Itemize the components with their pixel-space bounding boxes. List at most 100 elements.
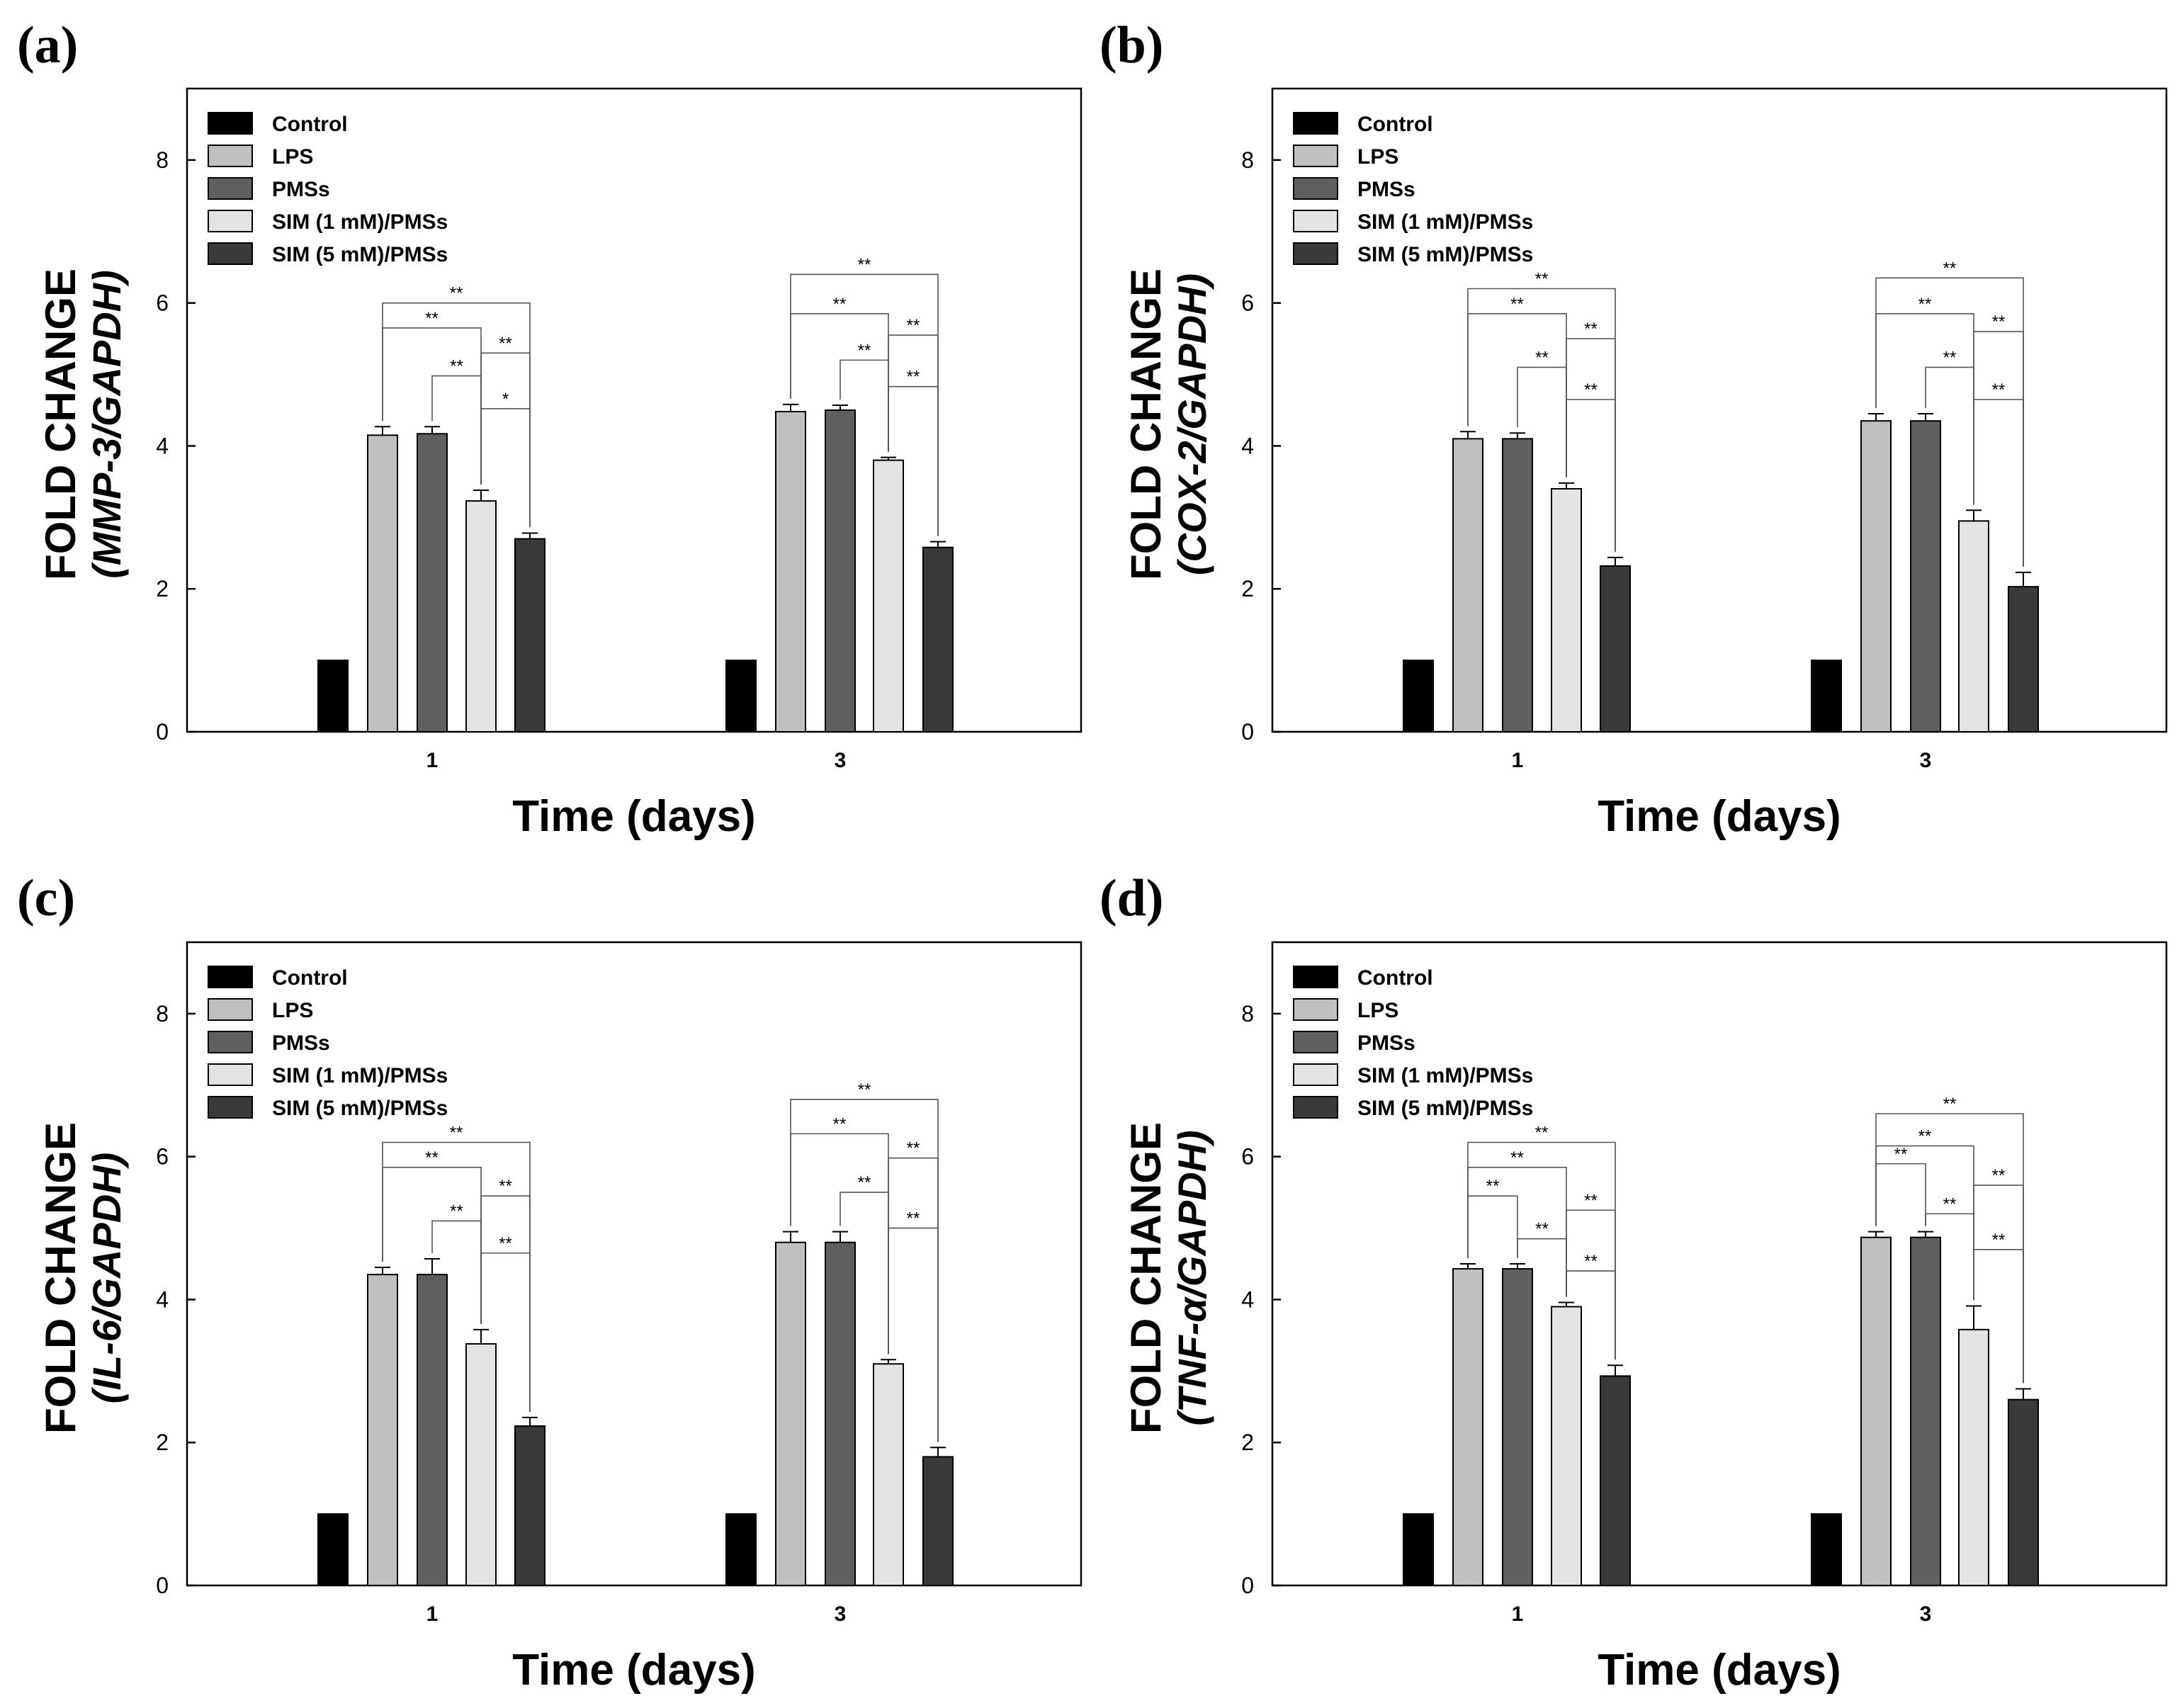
significance-bracket xyxy=(1566,399,1616,552)
legend-label: SIM (5 mM)/PMSs xyxy=(1357,243,1533,266)
y-axis-gene-label: (IL-6/GAPDH) xyxy=(84,1153,129,1404)
significance-label: ** xyxy=(1992,312,2006,332)
significance-label: ** xyxy=(1943,348,1957,367)
significance-bracket xyxy=(1467,1195,1518,1258)
y-axis-label: FOLD CHANGE xyxy=(1122,1122,1170,1434)
significance-label: ** xyxy=(1535,269,1549,288)
chart-4: 0 2 4 6 8 FOLD CHANGE (TNF-α/GAPDH) 1 3 Time (day… xyxy=(1122,941,2168,1695)
legend-swatch xyxy=(1293,1031,1338,1053)
bar xyxy=(2008,586,2039,733)
legend-label: SIM (1 mM)/PMSs xyxy=(1357,1064,1533,1087)
bar xyxy=(1860,420,1892,733)
y-tick-label: 2 xyxy=(156,576,169,601)
bar xyxy=(725,660,757,733)
y-tick-label: 2 xyxy=(1241,576,1254,601)
significance-label: ** xyxy=(425,1148,439,1167)
significance-label: ** xyxy=(1918,295,1932,314)
legend-label: Control xyxy=(1357,966,1433,990)
legend-label: SIM (1 mM)/PMSs xyxy=(272,1064,448,1087)
x-tick-label: 1 xyxy=(426,1602,439,1626)
bar xyxy=(1958,520,1989,733)
y-tick-label: 0 xyxy=(156,719,169,745)
bar xyxy=(873,1363,904,1586)
significance-label: ** xyxy=(1943,1194,1957,1214)
significance-label: ** xyxy=(450,357,463,376)
bar xyxy=(1551,1306,1582,1586)
legend-swatch xyxy=(208,1096,253,1119)
significance-label: ** xyxy=(907,316,920,335)
x-tick-label: 3 xyxy=(1920,1602,1932,1626)
significance-bracket xyxy=(1517,1238,1567,1297)
y-axis-label: FOLD CHANGE xyxy=(1122,268,1170,580)
bar xyxy=(825,1241,856,1586)
bar xyxy=(1600,1375,1631,1586)
bar xyxy=(514,538,546,733)
y-tick-label: 6 xyxy=(1241,1144,1254,1170)
legend-label: Control xyxy=(1357,113,1433,136)
plot-frame xyxy=(1271,941,2168,1587)
significance-label: ** xyxy=(858,255,871,274)
significance-label: ** xyxy=(907,1209,920,1228)
significance-label: ** xyxy=(1992,380,2006,400)
plot-frame xyxy=(186,941,1082,1587)
significance-label: ** xyxy=(1992,1166,2006,1185)
significance-label: ** xyxy=(1584,319,1598,339)
significance-label: ** xyxy=(499,1234,512,1253)
significance-label: ** xyxy=(1918,1127,1932,1146)
bar xyxy=(1600,565,1631,733)
bar xyxy=(417,1274,448,1586)
legend-label: PMSs xyxy=(272,178,330,201)
chart-2: 0 2 4 6 8 FOLD CHANGE (COX-2/GAPDH) 1 3 Time (day… xyxy=(1122,87,2168,841)
y-axis-gene-label: (COX-2/GAPDH) xyxy=(1170,273,1214,575)
significance-label: ** xyxy=(1535,1220,1549,1239)
legend-swatch xyxy=(1293,1096,1338,1119)
x-axis-label: Time (days) xyxy=(512,1646,755,1695)
y-tick-label: 4 xyxy=(1241,1286,1254,1312)
bar xyxy=(775,1241,806,1586)
bar xyxy=(1551,487,1582,733)
y-tick-label: 2 xyxy=(156,1430,169,1455)
bar xyxy=(1403,660,1434,733)
legend-swatch xyxy=(208,145,253,167)
legend-swatch xyxy=(1293,242,1338,265)
y-tick-label: 4 xyxy=(156,433,169,458)
y-axis-gene-label: (MMP-3/GAPDH) xyxy=(84,270,129,579)
legend-label: SIM (1 mM)/PMSs xyxy=(272,210,448,234)
significance-label: ** xyxy=(425,309,439,328)
bar xyxy=(317,1513,349,1586)
y-tick-label: 8 xyxy=(156,1001,169,1027)
y-tick-label: 0 xyxy=(1241,1573,1254,1598)
y-tick-label: 0 xyxy=(156,1573,169,1598)
significance-label: ** xyxy=(1584,1191,1598,1210)
legend-swatch xyxy=(1293,1063,1338,1086)
significance-label: ** xyxy=(858,1173,871,1192)
legend-swatch xyxy=(208,1063,253,1086)
bar xyxy=(317,660,349,733)
bar xyxy=(1811,660,1842,733)
chart-1: 0 2 4 6 8 FOLD CHANGE (MMP-3/GAPDH) 1 3 Time (day… xyxy=(37,87,1082,841)
significance-bracket xyxy=(480,408,531,528)
y-tick-label: 6 xyxy=(156,290,169,316)
legend-swatch xyxy=(208,112,253,135)
legend-swatch xyxy=(1293,145,1338,167)
bar xyxy=(725,1513,757,1586)
legend-label: LPS xyxy=(1357,999,1398,1022)
x-tick-label: 3 xyxy=(1920,749,1932,772)
legend-label: SIM (5 mM)/PMSs xyxy=(272,243,448,266)
plot-frame xyxy=(186,87,1082,733)
legend-label: SIM (5 mM)/PMSs xyxy=(1357,1097,1533,1120)
bar xyxy=(1958,1328,1989,1586)
panel-label-d: (d) xyxy=(1100,869,1164,927)
y-tick-label: 8 xyxy=(156,147,169,173)
significance-label: ** xyxy=(1992,1231,2006,1250)
x-tick-label: 1 xyxy=(1512,749,1524,772)
legend-label: PMSs xyxy=(1357,178,1415,201)
x-axis-label: Time (days) xyxy=(1598,1646,1841,1695)
legend-swatch xyxy=(208,210,253,232)
bar xyxy=(1403,1513,1434,1586)
legend-label: PMSs xyxy=(272,1031,330,1055)
bar xyxy=(775,411,806,733)
bar xyxy=(1502,438,1533,733)
significance-label: * xyxy=(502,390,509,409)
significance-bracket xyxy=(1875,1163,1926,1226)
